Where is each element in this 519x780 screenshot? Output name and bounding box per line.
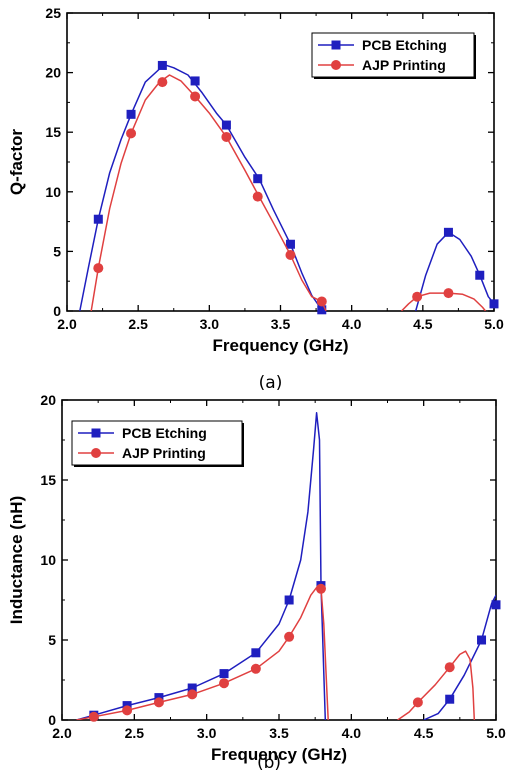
data-point xyxy=(284,595,294,605)
data-point xyxy=(221,120,231,130)
series-ajp-printing xyxy=(90,74,487,311)
data-point xyxy=(285,249,296,260)
data-point xyxy=(157,77,168,88)
x-tick-label: 2.5 xyxy=(125,725,145,741)
data-point xyxy=(122,705,133,716)
x-tick-label: 3.5 xyxy=(271,316,291,332)
data-point xyxy=(153,697,164,708)
data-point xyxy=(221,131,232,142)
data-point xyxy=(88,711,99,722)
y-tick-label: 5 xyxy=(53,243,61,259)
data-point xyxy=(126,128,137,139)
legend-box xyxy=(71,420,243,466)
series-line xyxy=(414,231,494,311)
data-point xyxy=(317,305,327,315)
y-tick-label: 15 xyxy=(40,472,56,488)
x-tick-label: 4.5 xyxy=(414,725,434,741)
data-point xyxy=(412,697,423,708)
data-point xyxy=(252,191,263,202)
series-line xyxy=(423,594,496,720)
data-point xyxy=(477,635,487,645)
series-line xyxy=(397,650,476,720)
data-point xyxy=(251,648,261,658)
data-point xyxy=(126,109,136,119)
series-line xyxy=(76,584,329,720)
y-tick-label: 20 xyxy=(45,65,61,81)
panel-b-inductance-chart: 2.0 2.5 3.0 3.5 4.0 4.5 5.0 0 5 10 15 20 Frequency (… xyxy=(7,392,506,773)
x-tick-label: 4.5 xyxy=(413,316,433,332)
data-point xyxy=(250,663,261,674)
y-tick-label: 10 xyxy=(40,552,56,568)
x-axis-label: Frequency (GHz) xyxy=(212,336,348,355)
x-tick-label: 4.0 xyxy=(342,725,362,741)
legend-label: PCB Etching xyxy=(362,37,447,53)
x-tick-label: 5.0 xyxy=(486,725,506,741)
data-point xyxy=(315,583,326,594)
data-point xyxy=(187,683,197,693)
data-point xyxy=(443,288,454,299)
data-point xyxy=(444,662,455,673)
data-point xyxy=(157,60,167,70)
panel-caption: (b) xyxy=(257,753,281,773)
y-tick-label: 10 xyxy=(45,184,61,200)
data-point xyxy=(253,174,263,184)
legend-marker xyxy=(331,60,341,70)
x-axis-label: Frequency (GHz) xyxy=(211,745,347,764)
legend-marker xyxy=(331,40,341,50)
series-pcb-etching xyxy=(79,60,499,315)
data-point xyxy=(284,631,295,642)
data-point xyxy=(219,678,230,689)
data-point xyxy=(443,227,453,237)
data-point xyxy=(285,239,295,249)
y-tick-label: 5 xyxy=(48,632,56,648)
y-tick-label: 0 xyxy=(48,712,56,728)
series-line xyxy=(76,412,327,720)
data-point xyxy=(316,296,327,307)
y-tick-label: 15 xyxy=(45,124,61,140)
legend-marker xyxy=(91,448,101,458)
legend: PCB Etching AJP Printing xyxy=(71,420,244,467)
legend-box xyxy=(311,32,475,78)
legend-label: AJP Printing xyxy=(362,57,446,73)
data-point xyxy=(93,214,103,224)
series-ajp-printing xyxy=(76,583,476,722)
data-point xyxy=(93,263,104,274)
x-tick-label: 2.5 xyxy=(128,316,148,332)
data-point xyxy=(190,76,200,86)
series-line xyxy=(79,64,324,311)
data-point xyxy=(445,694,455,704)
y-tick-label: 25 xyxy=(45,5,61,21)
data-point xyxy=(491,600,501,610)
data-point xyxy=(412,291,423,302)
y-axis-label: Q-factor xyxy=(7,129,26,196)
data-point xyxy=(219,669,229,679)
data-point xyxy=(190,91,201,102)
legend-label: PCB Etching xyxy=(122,425,207,441)
panel-a-q-factor-chart: 2.0 2.5 3.0 3.5 4.0 4.5 5.0 0 5 10 15 20 25 Frequency… xyxy=(7,5,504,393)
x-tick-label: 3.5 xyxy=(269,725,289,741)
data-point xyxy=(489,299,499,309)
legend: PCB Etching AJP Printing xyxy=(311,32,476,79)
x-tick-label: 4.0 xyxy=(342,316,362,332)
x-tick-label: 3.0 xyxy=(197,725,217,741)
x-tick-label: 2.0 xyxy=(52,725,72,741)
x-tick-label: 5.0 xyxy=(484,316,504,332)
legend-label: AJP Printing xyxy=(122,445,206,461)
y-axis-label: Inductance (nH) xyxy=(7,496,26,624)
data-point xyxy=(187,689,198,700)
x-tick-label: 3.0 xyxy=(200,316,220,332)
x-tick-label: 2.0 xyxy=(57,316,77,332)
series-line xyxy=(90,74,327,311)
legend-marker xyxy=(91,428,101,438)
y-tick-label: 0 xyxy=(53,303,61,319)
panel-caption: (a) xyxy=(259,373,283,393)
data-point xyxy=(475,270,485,280)
y-tick-label: 20 xyxy=(40,392,56,408)
